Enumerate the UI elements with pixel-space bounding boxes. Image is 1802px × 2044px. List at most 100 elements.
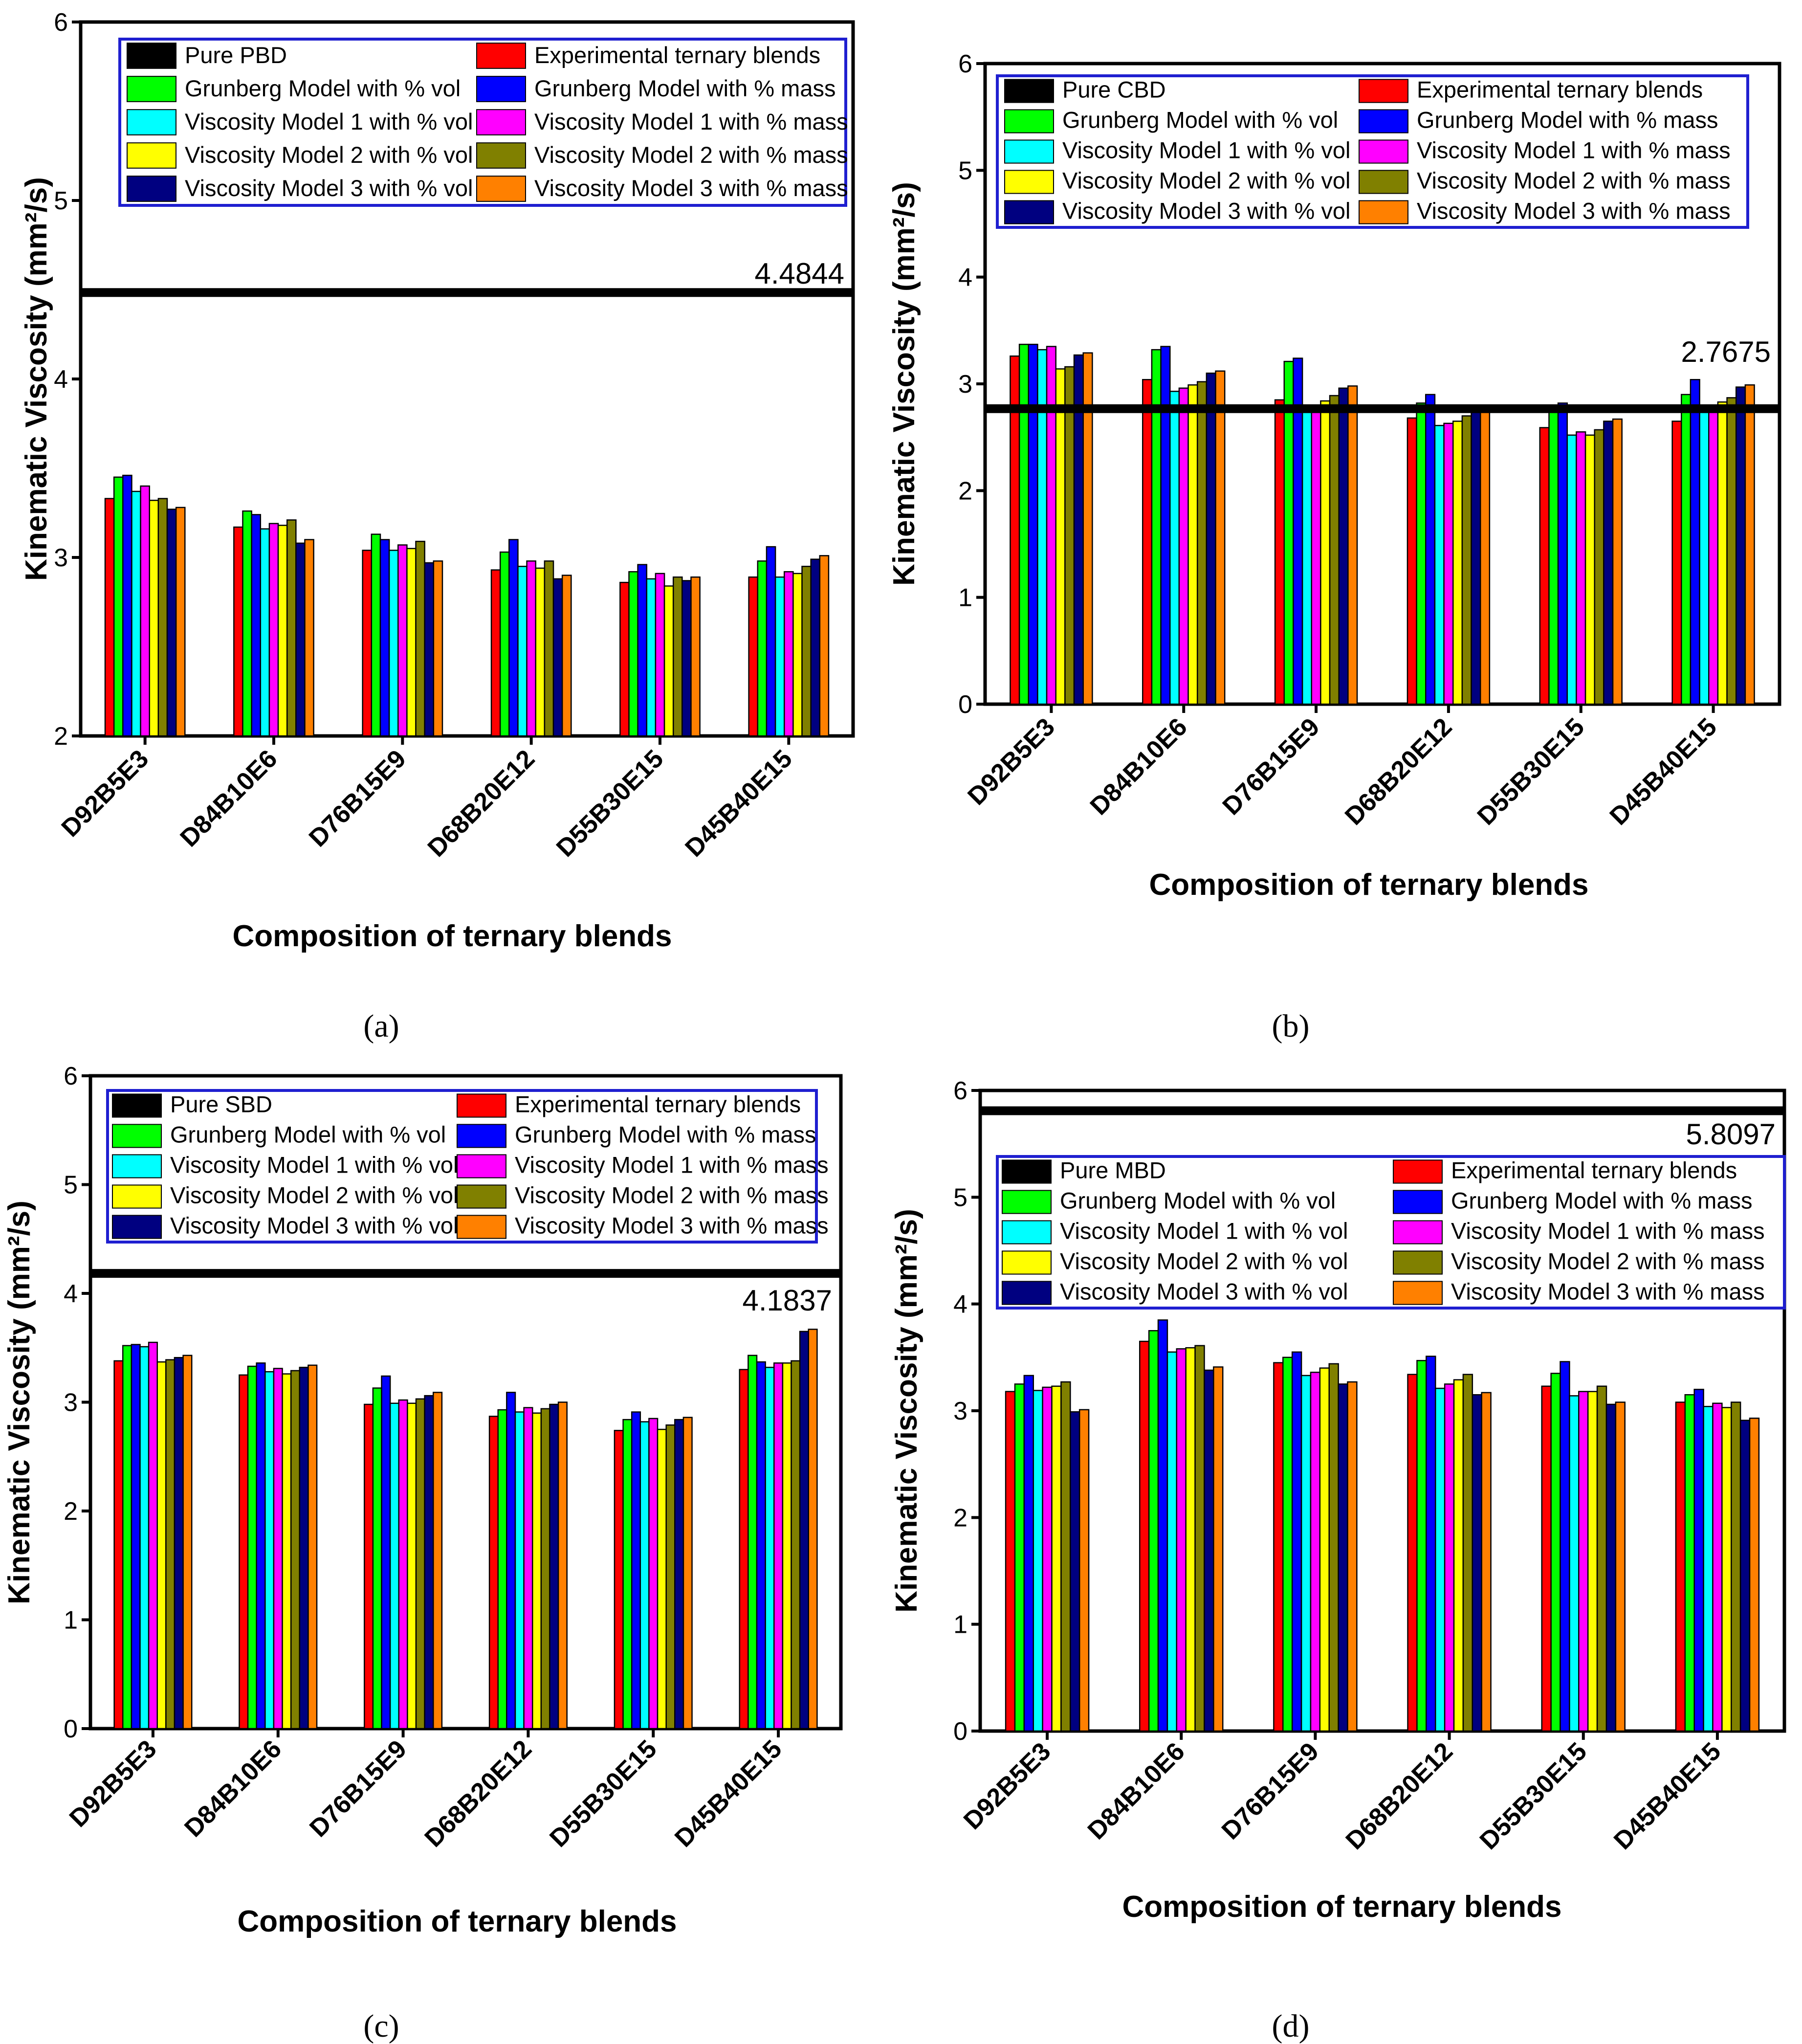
bar bbox=[268, 523, 279, 737]
panel-caption: (a) bbox=[363, 1008, 399, 1044]
bar bbox=[131, 490, 141, 737]
y-tick-label: 2 bbox=[958, 477, 972, 505]
category-label: D68B20E12 bbox=[422, 744, 540, 862]
category-label: D76B15E9 bbox=[1216, 1737, 1324, 1845]
bar bbox=[1407, 1374, 1418, 1732]
bar bbox=[1481, 1392, 1492, 1732]
legend-label: Pure PBD bbox=[185, 42, 287, 68]
legend-swatch bbox=[476, 176, 526, 202]
bar bbox=[1416, 1360, 1427, 1732]
bar bbox=[239, 1374, 249, 1730]
category-label: D45B40E15 bbox=[1604, 712, 1722, 830]
bar bbox=[424, 562, 435, 737]
bar bbox=[1206, 372, 1216, 705]
legend-swatch bbox=[112, 1215, 162, 1239]
legend-swatch bbox=[127, 76, 176, 102]
bar bbox=[1311, 405, 1321, 705]
bar bbox=[1443, 422, 1454, 705]
bar bbox=[1178, 387, 1189, 705]
legend-label: Grunberg Model with % vol bbox=[1062, 107, 1338, 133]
bar bbox=[1605, 1403, 1617, 1732]
legend-swatch bbox=[476, 142, 526, 169]
legend: Pure SBD Experimental ternary blends Grunb… bbox=[106, 1089, 829, 1244]
category-label: D55B30E15 bbox=[1474, 1737, 1592, 1855]
bar bbox=[774, 576, 785, 737]
bar bbox=[1615, 1401, 1626, 1732]
bar bbox=[389, 1402, 400, 1730]
legend-swatch bbox=[112, 1154, 162, 1178]
bar bbox=[1406, 417, 1417, 705]
legend-swatch bbox=[1002, 1190, 1052, 1214]
bar bbox=[747, 1355, 758, 1730]
legend: Pure CBD Experimental ternary blends Grunb… bbox=[996, 74, 1749, 229]
bar bbox=[1472, 1394, 1482, 1732]
bar bbox=[526, 560, 536, 737]
legend-label: Grunberg Model with % vol bbox=[185, 75, 461, 101]
legend-label: Viscosity Model 3 with % mass bbox=[534, 175, 848, 201]
legend-label: Viscosity Model 3 with % vol bbox=[170, 1213, 458, 1239]
legend-frame bbox=[996, 1155, 1786, 1310]
bar bbox=[690, 576, 701, 737]
bar bbox=[165, 1359, 176, 1730]
bar bbox=[672, 576, 683, 737]
bar bbox=[299, 1367, 309, 1730]
bar bbox=[1033, 1390, 1043, 1732]
bar bbox=[791, 1360, 801, 1730]
bar bbox=[1157, 1319, 1168, 1732]
legend-swatch bbox=[112, 1093, 162, 1118]
legend-label: Viscosity Model 2 with % mass bbox=[1451, 1248, 1765, 1274]
y-tick-label: 3 bbox=[953, 1397, 967, 1425]
bar bbox=[424, 1395, 434, 1730]
bar bbox=[488, 1416, 499, 1730]
bar bbox=[646, 578, 657, 737]
category-label: D68B20E12 bbox=[1340, 712, 1457, 830]
bar bbox=[1578, 1391, 1589, 1732]
bar bbox=[637, 564, 648, 737]
legend-swatch bbox=[457, 1124, 506, 1148]
bar bbox=[1587, 1391, 1598, 1732]
bar bbox=[622, 1419, 633, 1730]
bar bbox=[766, 546, 776, 737]
category-label: D76B15E9 bbox=[304, 1734, 412, 1843]
category-label: D45B40E15 bbox=[669, 1734, 787, 1852]
bar bbox=[1541, 1385, 1552, 1732]
x-axis-title: Composition of ternary blends bbox=[1149, 868, 1588, 902]
legend-label: Viscosity Model 1 with % vol bbox=[1062, 137, 1350, 163]
category-label: D45B40E15 bbox=[680, 744, 797, 862]
bar bbox=[1338, 1383, 1348, 1732]
legend-label: Experimental ternary blends bbox=[1451, 1157, 1737, 1183]
bar bbox=[657, 1428, 667, 1730]
legend-swatch bbox=[1359, 109, 1408, 133]
bar bbox=[1213, 1366, 1224, 1732]
bar bbox=[819, 555, 830, 737]
bar bbox=[1046, 346, 1056, 705]
chart-panel-a: 2 3 4 5 6 D92B5E3 D84B10E6 D76B15E9 D68B20E12 D55… bbox=[20, 8, 855, 1044]
legend-label: Viscosity Model 2 with % vol bbox=[170, 1182, 458, 1208]
bar bbox=[174, 1357, 184, 1730]
bar bbox=[1548, 411, 1559, 705]
legend-swatch bbox=[127, 43, 176, 69]
bar bbox=[1453, 1379, 1464, 1732]
x-axis-title: Composition of ternary blends bbox=[237, 1905, 677, 1938]
bar bbox=[1018, 343, 1030, 705]
legend-swatch bbox=[127, 109, 176, 135]
bar bbox=[1329, 395, 1340, 705]
bar bbox=[1539, 427, 1550, 705]
bar bbox=[256, 1362, 266, 1730]
bar bbox=[1479, 405, 1491, 705]
bar bbox=[1078, 1409, 1090, 1732]
bar bbox=[801, 566, 812, 737]
bar bbox=[748, 576, 759, 737]
y-tick-label: 5 bbox=[958, 156, 972, 185]
bar bbox=[1215, 370, 1226, 705]
bar bbox=[517, 566, 527, 737]
bar bbox=[1684, 1394, 1695, 1732]
bar bbox=[277, 525, 288, 737]
bar bbox=[1671, 421, 1682, 705]
bar bbox=[388, 550, 399, 737]
legend-label: Pure MBD bbox=[1060, 1157, 1166, 1183]
reference-value-label: 5.8097 bbox=[1686, 1118, 1776, 1151]
bar bbox=[639, 1421, 650, 1730]
